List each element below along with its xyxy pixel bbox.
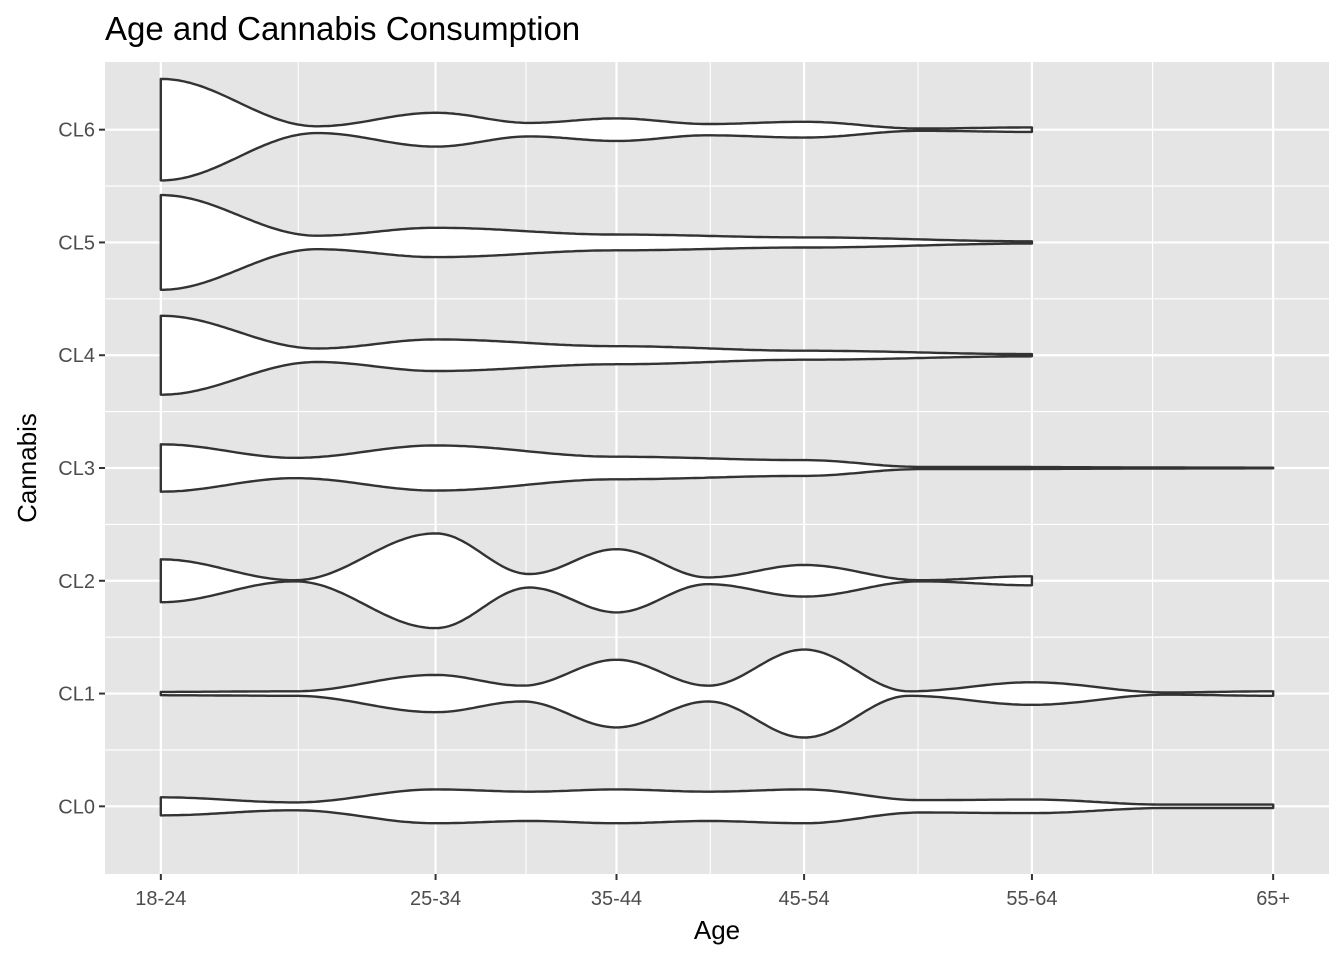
x-tick-label: 18-24 [135, 888, 186, 910]
violin-cl2 [159, 532, 1034, 630]
y-tick-label: CL5 [58, 232, 95, 254]
chart-title: Age and Cannabis Consumption [105, 10, 580, 47]
axes: 18-24 25-34 35-44 45-54 55-64 65+ CL0 CL1 CL2 CL3… [58, 120, 1290, 910]
x-tick-label: 55-64 [1006, 888, 1057, 910]
x-tick-label: 45-54 [779, 888, 830, 910]
violins [159, 77, 1275, 825]
x-tick-label: 25-34 [410, 888, 461, 910]
violin-cl6 [159, 77, 1034, 182]
violin-cl4 [159, 314, 1034, 396]
violin-cl1 [159, 648, 1275, 739]
y-tick-label: CL2 [58, 571, 95, 593]
y-tick-label: CL4 [58, 345, 95, 367]
y-axis-title: Cannabis [12, 413, 42, 523]
x-axis-title: Age [694, 915, 740, 945]
x-tick-label: 35-44 [591, 888, 642, 910]
violin-cl0 [159, 788, 1275, 825]
violin-cl3 [159, 443, 1275, 493]
y-tick-label: CL1 [58, 684, 95, 706]
y-tick-label: CL3 [58, 458, 95, 480]
violin-cl5 [159, 193, 1034, 291]
y-tick-label: CL6 [58, 120, 95, 142]
x-tick-label: 65+ [1256, 888, 1290, 910]
y-tick-label: CL0 [58, 796, 95, 818]
